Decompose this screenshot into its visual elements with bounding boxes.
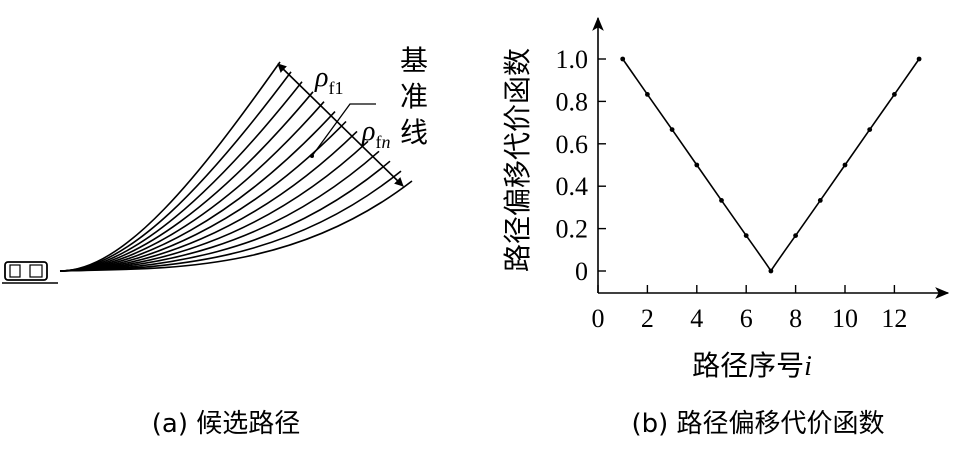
panel-a-caption: (a) 候选路径: [152, 409, 301, 439]
data-point: [694, 162, 700, 168]
y-tick-label: 0: [575, 257, 588, 286]
y-tick-label: 1.0: [556, 45, 589, 74]
y-tick-label: 0.8: [556, 87, 589, 116]
rho-fn-label: ρfn: [361, 116, 390, 152]
baseline-label-1: 基: [400, 44, 428, 77]
data-point: [916, 56, 922, 62]
candidate-paths: [59, 61, 413, 272]
series-points: [620, 56, 922, 274]
data-point: [719, 198, 724, 203]
data-point: [892, 92, 897, 97]
data-point: [669, 127, 675, 132]
series-line: [622, 58, 920, 273]
candidate-path: [59, 81, 303, 272]
baseline-label-2: 准: [400, 80, 428, 113]
x-ticks: 0 2 4 6 8 10 12: [592, 285, 907, 333]
x-axis-label: 路径序号i: [692, 349, 812, 382]
data-point: [743, 233, 749, 238]
panel-a-candidate-paths: ρf1 ρfn 基 准 线 (a) 候选路径: [2, 44, 428, 439]
baseline-leader: [311, 103, 376, 157]
baseline-point: [310, 154, 314, 158]
panel-b-caption: (b) 路径偏移代价函数: [631, 409, 884, 439]
y-ticks: 0 0.2 0.4 0.6 0.8 1.0: [556, 45, 606, 286]
candidate-path: [59, 101, 325, 272]
x-tick-label: 6: [740, 304, 753, 333]
candidate-path: [59, 150, 380, 272]
baseline-label-3: 线: [400, 116, 428, 149]
y-tick-label: 0.6: [556, 130, 589, 159]
data-point: [793, 233, 798, 238]
rho-f1-label: ρf1: [314, 62, 343, 98]
vehicle-icon: [2, 261, 58, 284]
data-point: [842, 162, 848, 168]
panel-b-offset-cost-chart: 0 0.2 0.4 0.6 0.8 1.0 0 2 4 6 8 10 12 路径偏移代价函数 路径序号…: [501, 16, 950, 439]
x-tick-label: 10: [832, 304, 858, 333]
data-point: [768, 268, 774, 274]
x-tick-label: 12: [881, 304, 907, 333]
candidate-path: [59, 61, 281, 272]
x-tick-label: 8: [789, 304, 802, 333]
rho-width-arrow: [277, 63, 404, 187]
x-tick-label: 0: [592, 304, 605, 333]
y-tick-label: 0.4: [556, 172, 589, 201]
x-tick-label: 4: [690, 304, 703, 333]
candidate-path: [59, 180, 413, 272]
y-axis-label: 路径偏移代价函数: [501, 48, 534, 272]
data-point: [620, 56, 626, 62]
data-point: [867, 127, 873, 132]
x-tick-label: 2: [641, 304, 654, 333]
data-point: [645, 92, 650, 97]
data-point: [817, 198, 823, 203]
y-tick-label: 0.2: [556, 215, 589, 244]
